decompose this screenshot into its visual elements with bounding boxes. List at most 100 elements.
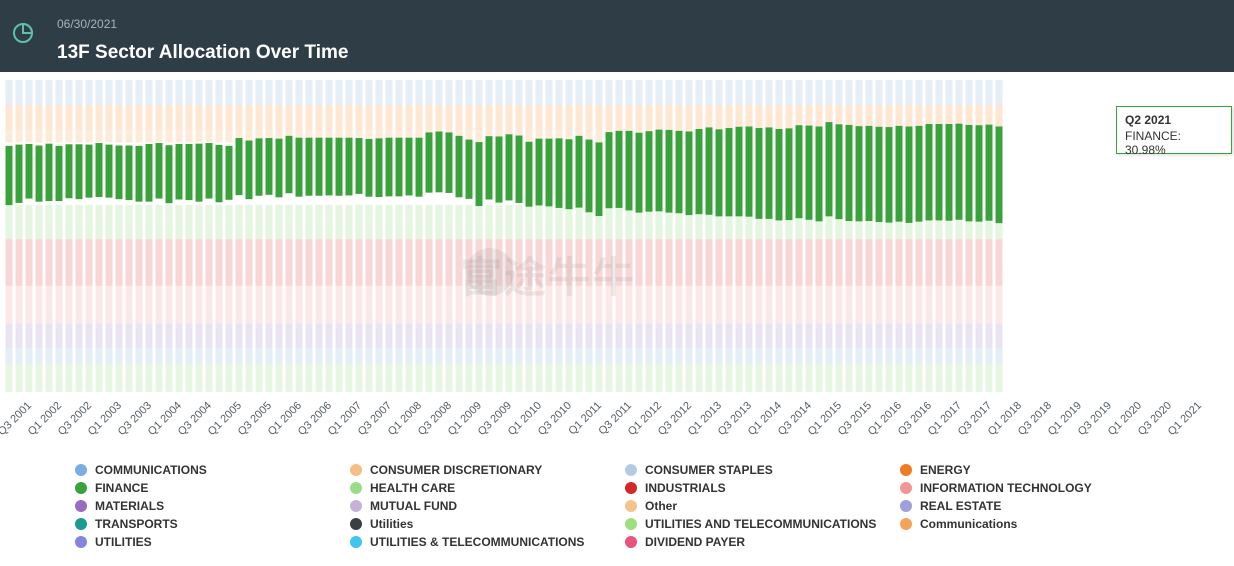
finance-bar[interactable] (575, 135, 583, 208)
finance-bar[interactable] (515, 135, 523, 203)
finance-bar[interactable] (535, 138, 543, 206)
finance-bar[interactable] (455, 135, 463, 198)
finance-bar[interactable] (995, 126, 1003, 224)
finance-bar[interactable] (45, 143, 53, 202)
finance-bar[interactable] (695, 128, 703, 215)
finance-bar[interactable] (875, 126, 883, 222)
finance-bar[interactable] (795, 125, 803, 219)
finance-bar[interactable] (955, 123, 963, 220)
finance-bar[interactable] (305, 137, 313, 196)
finance-bar[interactable] (215, 144, 223, 203)
finance-bar[interactable] (725, 128, 733, 217)
finance-bar[interactable] (285, 135, 293, 194)
finance-bar[interactable] (105, 144, 113, 198)
finance-bar[interactable] (265, 138, 273, 195)
legend-item[interactable]: UTILITIES AND TELECOMMUNICATIONS (625, 515, 900, 533)
finance-bar[interactable] (985, 124, 993, 221)
finance-bar[interactable] (35, 145, 43, 202)
finance-bar[interactable] (965, 124, 973, 222)
finance-bar[interactable] (565, 139, 573, 210)
legend-item[interactable]: Utilities (350, 515, 625, 533)
finance-bar[interactable] (925, 123, 933, 221)
finance-bar[interactable] (745, 126, 753, 217)
finance-bar[interactable] (595, 142, 603, 217)
finance-bar[interactable] (135, 145, 143, 202)
finance-bar[interactable] (75, 144, 83, 200)
finance-bar[interactable] (505, 134, 513, 201)
finance-bar[interactable] (225, 145, 233, 200)
finance-bar[interactable] (765, 127, 773, 219)
finance-bar[interactable] (345, 137, 353, 196)
legend-item[interactable]: Communications (900, 515, 1220, 533)
finance-bar[interactable] (445, 132, 453, 193)
legend-item[interactable]: MATERIALS (75, 497, 350, 515)
finance-bar[interactable] (155, 143, 163, 199)
finance-bar[interactable] (365, 138, 373, 197)
legend-item[interactable]: Other (625, 497, 900, 515)
finance-bar[interactable] (715, 129, 723, 217)
finance-bar[interactable] (425, 132, 433, 193)
finance-bar[interactable] (25, 143, 33, 199)
finance-bar[interactable] (755, 128, 763, 219)
legend-item[interactable]: FINANCE (75, 479, 350, 497)
finance-bar[interactable] (735, 126, 743, 217)
legend-item[interactable]: INDUSTRIALS (625, 479, 900, 497)
finance-bar[interactable] (55, 145, 63, 202)
finance-bar[interactable] (275, 138, 283, 198)
finance-bar[interactable] (115, 145, 123, 200)
legend-item[interactable]: COMMUNICATIONS (75, 461, 350, 479)
legend-item[interactable]: CONSUMER STAPLES (625, 461, 900, 479)
finance-bar[interactable] (865, 125, 873, 222)
finance-bar[interactable] (125, 145, 133, 201)
finance-bar[interactable] (915, 125, 923, 222)
legend-item[interactable]: MUTUAL FUND (350, 497, 625, 515)
finance-bar[interactable] (785, 128, 793, 221)
finance-bar[interactable] (325, 137, 333, 196)
legend-item[interactable]: UTILITIES & TELECOMMUNICATIONS (350, 533, 625, 551)
finance-bar[interactable] (585, 139, 593, 213)
finance-bar[interactable] (665, 129, 673, 213)
finance-bar[interactable] (395, 137, 403, 197)
finance-bar[interactable] (335, 137, 343, 196)
finance-bar[interactable] (625, 130, 633, 211)
finance-bar[interactable] (415, 137, 423, 197)
finance-bar[interactable] (485, 136, 493, 200)
finance-bar[interactable] (195, 143, 203, 202)
finance-bar[interactable] (495, 136, 503, 203)
finance-bar[interactable] (555, 138, 563, 208)
finance-bar[interactable] (635, 132, 643, 213)
finance-bar[interactable] (405, 137, 413, 196)
finance-bar[interactable] (465, 139, 473, 199)
finance-bar[interactable] (245, 140, 253, 200)
legend-item[interactable]: DIVIDEND PAYER (625, 533, 900, 551)
finance-bar[interactable] (945, 123, 953, 221)
finance-bar[interactable] (85, 144, 93, 198)
finance-bar[interactable] (475, 142, 483, 207)
finance-bar[interactable] (805, 125, 813, 220)
finance-bar[interactable] (435, 131, 443, 193)
finance-bar[interactable] (545, 138, 553, 207)
finance-bar[interactable] (815, 126, 823, 222)
finance-bar[interactable] (775, 128, 783, 221)
finance-bar[interactable] (605, 132, 613, 209)
finance-bar[interactable] (845, 124, 853, 222)
finance-bar[interactable] (375, 138, 383, 197)
finance-bar[interactable] (705, 127, 713, 215)
finance-bar[interactable] (235, 138, 243, 196)
finance-bar[interactable] (825, 122, 833, 217)
finance-bar[interactable] (165, 145, 173, 204)
finance-bar[interactable] (905, 126, 913, 223)
finance-bar[interactable] (895, 125, 903, 222)
finance-bar[interactable] (295, 137, 303, 197)
finance-bar[interactable] (315, 137, 323, 196)
finance-bar[interactable] (645, 131, 653, 212)
finance-bar[interactable] (5, 145, 13, 206)
legend-item[interactable]: ENERGY (900, 461, 1220, 479)
finance-bar[interactable] (185, 143, 193, 201)
finance-bar[interactable] (655, 129, 663, 212)
finance-bar[interactable] (355, 138, 363, 194)
legend-item[interactable]: CONSUMER DISCRETIONARY (350, 461, 625, 479)
finance-bar[interactable] (835, 124, 843, 220)
finance-bar[interactable] (15, 144, 23, 203)
finance-bar[interactable] (145, 143, 153, 202)
